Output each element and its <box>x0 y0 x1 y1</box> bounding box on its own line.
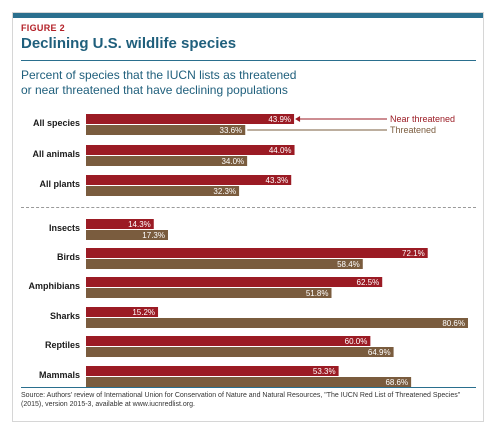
subtitle-line-1: Percent of species that the IUCN lists a… <box>21 68 297 82</box>
chart-title: Declining U.S. wildlife species <box>21 35 237 52</box>
bar-all-animals-threatened <box>86 156 248 166</box>
category-label-reptiles: Reptiles <box>45 340 80 350</box>
bar-reptiles-threatened <box>86 347 394 357</box>
bar-all-species-threatened <box>86 125 246 135</box>
value-label-all-plants-near-threatened: 43.3% <box>266 176 289 185</box>
value-label-amphibians-near-threatened: 62.5% <box>357 278 380 287</box>
value-label-all-animals-threatened: 34.0% <box>221 157 244 166</box>
value-label-birds-threatened: 58.4% <box>337 260 360 269</box>
bar-all-animals-near-threatened <box>86 145 295 155</box>
category-label-all-species: All species <box>33 118 80 128</box>
bar-sharks-threatened <box>86 318 468 328</box>
bar-all-plants-threatened <box>86 186 240 196</box>
value-label-sharks-threatened: 80.6% <box>442 319 465 328</box>
bar-amphibians-threatened <box>86 288 332 298</box>
bar-insects-threatened <box>86 230 168 240</box>
subtitle-line-2: or near threatened that have declining p… <box>21 83 288 97</box>
bar-amphibians-near-threatened <box>86 277 383 287</box>
legend-threatened: Threatened <box>390 125 436 135</box>
figure-frame: FIGURE 2 Declining U.S. wildlife species… <box>12 12 484 422</box>
bar-chart: All species 43.9% 33.6% All animals 44.0% 34.… <box>28 114 468 387</box>
value-label-all-species-near-threatened: 43.9% <box>268 115 291 124</box>
legend-arrow-icon <box>295 116 301 122</box>
value-label-sharks-near-threatened: 15.2% <box>132 308 155 317</box>
category-label-birds: Birds <box>57 252 80 262</box>
bar-mammals-threatened <box>86 377 412 387</box>
bar-birds-near-threatened <box>86 248 428 258</box>
source-note: Source: Authors' review of International… <box>21 392 461 408</box>
bar-all-plants-near-threatened <box>86 175 292 185</box>
bar-sharks-near-threatened <box>86 307 159 317</box>
source-rule <box>21 387 476 388</box>
value-label-mammals-threatened: 68.6% <box>385 378 408 387</box>
value-label-insects-threatened: 17.3% <box>142 231 165 240</box>
category-label-sharks: Sharks <box>50 311 80 321</box>
value-label-birds-near-threatened: 72.1% <box>402 249 425 258</box>
value-label-all-animals-near-threatened: 44.0% <box>269 146 292 155</box>
category-label-mammals: Mammals <box>39 370 80 380</box>
category-label-all-animals: All animals <box>32 149 80 159</box>
value-label-reptiles-near-threatened: 60.0% <box>345 337 368 346</box>
value-label-reptiles-threatened: 64.9% <box>368 348 391 357</box>
figure-label: FIGURE 2 <box>21 23 65 33</box>
bar-mammals-near-threatened <box>86 366 339 376</box>
title-rule <box>21 60 476 61</box>
chart-subtitle: Percent of species that the IUCN lists a… <box>21 68 476 98</box>
value-label-insects-near-threatened: 14.3% <box>128 220 151 229</box>
value-label-amphibians-threatened: 51.8% <box>306 289 329 298</box>
bar-birds-threatened <box>86 259 363 269</box>
value-label-all-species-threatened: 33.6% <box>220 126 243 135</box>
value-label-mammals-near-threatened: 53.3% <box>313 367 336 376</box>
bar-reptiles-near-threatened <box>86 336 371 346</box>
bar-insects-near-threatened <box>86 219 154 229</box>
category-label-insects: Insects <box>49 223 80 233</box>
legend-near-threatened: Near threatened <box>390 114 455 124</box>
category-label-amphibians: Amphibians <box>28 281 80 291</box>
category-label-all-plants: All plants <box>39 179 80 189</box>
figure-top-bar <box>13 13 483 18</box>
group-divider <box>21 207 476 208</box>
value-label-all-plants-threatened: 32.3% <box>213 187 236 196</box>
bar-all-species-near-threatened <box>86 114 295 124</box>
